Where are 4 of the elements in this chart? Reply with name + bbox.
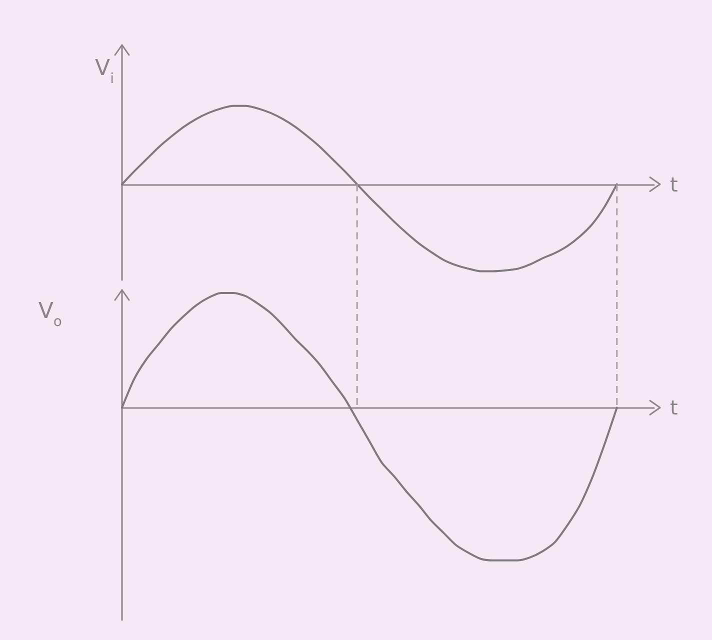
y-axis-title: V$_{i}$ <box>95 56 114 87</box>
y-axis-title: V$_{o}$ <box>38 299 62 330</box>
x-axis-title: t <box>670 172 678 196</box>
x-axis-title: t <box>670 396 678 420</box>
